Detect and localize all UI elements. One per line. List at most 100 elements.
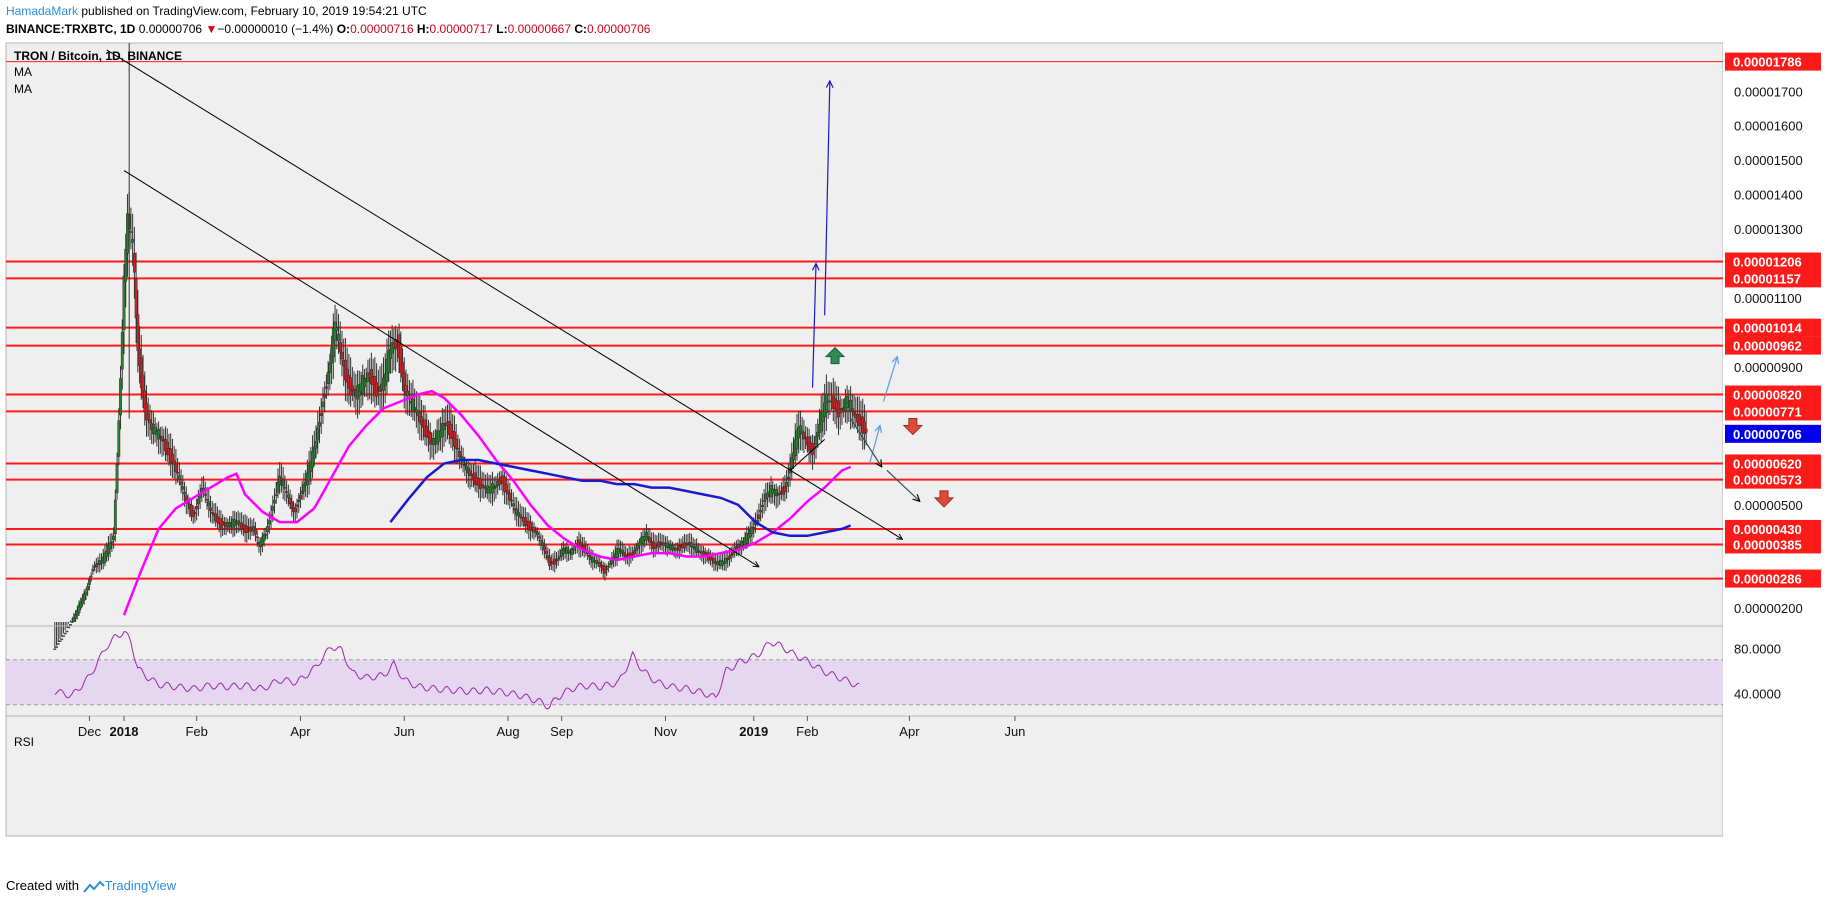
symbol-label: BINANCE:TRXBTC, 1D xyxy=(6,22,136,36)
candle xyxy=(141,375,145,399)
candle xyxy=(82,593,86,601)
arrow-up-icon[interactable] xyxy=(824,346,846,365)
candle xyxy=(255,536,259,539)
candle xyxy=(86,586,90,591)
candle xyxy=(271,506,275,511)
tradingview-link[interactable]: TradingView xyxy=(104,878,177,893)
candle xyxy=(548,557,551,567)
candle xyxy=(558,555,562,558)
projection-arrow-down[interactable] xyxy=(886,469,920,501)
candle xyxy=(752,527,756,529)
candle xyxy=(196,498,200,505)
current-price-tag[interactable] xyxy=(1725,424,1821,443)
price-tick-label: 0.00001100 xyxy=(1734,291,1802,306)
candle xyxy=(254,529,257,535)
candle xyxy=(515,508,519,516)
level-price-tag[interactable] xyxy=(1725,402,1821,421)
candle xyxy=(207,501,211,507)
chart[interactable]: 80.0000 40.0000 0.00000200 0.00000500 0.000… xyxy=(0,42,1828,872)
candle xyxy=(690,542,693,548)
candle xyxy=(778,492,782,495)
candle xyxy=(129,231,133,233)
rsi-line[interactable] xyxy=(54,631,860,710)
level-price-tag[interactable] xyxy=(1725,454,1821,473)
candle xyxy=(340,352,344,360)
level-price-tag[interactable] xyxy=(1725,252,1821,271)
level-price-tag[interactable] xyxy=(1725,385,1821,404)
rsi-band xyxy=(6,659,1723,705)
candle xyxy=(210,512,214,514)
high-label: H: xyxy=(416,22,430,36)
target-arrow[interactable] xyxy=(824,81,830,316)
arrow-down-icon[interactable] xyxy=(902,418,924,436)
candles xyxy=(53,43,868,650)
candle xyxy=(264,534,268,536)
price-tag-label: 0.00000706 xyxy=(1733,427,1802,442)
level-price-tag[interactable] xyxy=(1725,318,1821,337)
legend-rsi[interactable]: RSI xyxy=(14,735,34,749)
level-price-tag[interactable] xyxy=(1725,535,1821,554)
level-price-tag[interactable] xyxy=(1725,569,1821,588)
candle xyxy=(132,253,136,273)
candle xyxy=(91,568,95,572)
candle xyxy=(307,465,311,482)
candle xyxy=(636,544,640,549)
level-price-tag[interactable] xyxy=(1725,470,1821,489)
candle xyxy=(555,559,558,562)
candle xyxy=(608,563,612,566)
candle xyxy=(696,550,700,552)
candle xyxy=(542,546,546,551)
candle xyxy=(193,512,197,514)
projection-arrow-up[interactable] xyxy=(882,357,897,402)
candle xyxy=(458,451,462,458)
time-axis: Dec 2018 Feb Apr Jun Aug Sep Nov 2019 Feb Apr Jun xyxy=(6,715,1723,739)
legend-ma-2[interactable]: MA xyxy=(14,82,32,96)
candle xyxy=(401,362,404,378)
arrow-down-icon[interactable] xyxy=(933,490,955,508)
candle xyxy=(465,465,468,471)
candle xyxy=(795,430,799,450)
projection-arrow-up[interactable] xyxy=(869,426,880,464)
low-value: 0.00000667 xyxy=(507,22,572,36)
low-label: L: xyxy=(496,22,508,36)
price-tag-label: 0.00000286 xyxy=(1733,572,1802,587)
trendline[interactable] xyxy=(789,438,825,471)
candle xyxy=(570,548,574,555)
candle xyxy=(498,478,501,485)
trendline[interactable] xyxy=(106,49,903,539)
trendline[interactable] xyxy=(123,170,759,567)
time-tick-label: 2018 xyxy=(110,724,139,739)
candle xyxy=(863,421,866,434)
time-tick-label: Sep xyxy=(550,724,573,739)
drawings xyxy=(106,49,955,567)
level-price-tag[interactable] xyxy=(1725,519,1821,538)
candle xyxy=(209,507,212,511)
candle xyxy=(122,275,126,331)
level-price-tag[interactable] xyxy=(1725,336,1821,355)
candle xyxy=(454,439,458,449)
projection-arrow-down[interactable] xyxy=(850,418,882,467)
candle xyxy=(67,626,71,629)
candle xyxy=(252,526,256,532)
candle xyxy=(759,509,763,513)
candle xyxy=(157,429,160,440)
candle xyxy=(176,472,180,474)
legend-ma-1[interactable]: MA xyxy=(14,65,32,79)
candle xyxy=(544,551,548,554)
candle xyxy=(62,635,65,637)
projection-arrow-up[interactable] xyxy=(813,264,816,388)
candle xyxy=(494,485,498,488)
candle xyxy=(786,476,790,480)
level-price-tag[interactable] xyxy=(1725,269,1821,288)
candle xyxy=(75,610,79,616)
level-price-tag[interactable] xyxy=(1725,52,1821,71)
candle xyxy=(285,491,289,493)
candle xyxy=(84,591,88,595)
author-link[interactable]: HamadaMark xyxy=(6,4,79,18)
legend-title: TRON / Bitcoin, 1D, BINANCE xyxy=(14,49,182,63)
candle xyxy=(205,499,209,501)
candle xyxy=(541,542,545,546)
price-tick-label: 0.00001300 xyxy=(1734,222,1803,237)
candle xyxy=(511,503,515,507)
candle xyxy=(406,390,410,397)
